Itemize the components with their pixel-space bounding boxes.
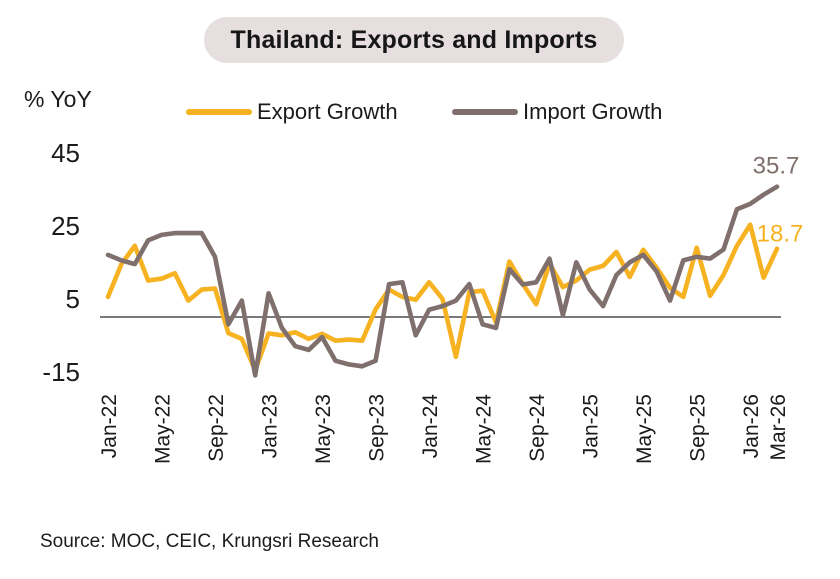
source-note: Source: MOC, CEIC, Krungsri Research xyxy=(40,531,379,552)
x-tick-label: Jan-22 xyxy=(98,394,121,458)
end-label-export: 18.7 xyxy=(757,221,804,248)
import-growth-line xyxy=(105,184,780,378)
export-growth-line xyxy=(105,222,780,373)
y-tick-label: 25 xyxy=(51,211,80,241)
import-legend-swatch xyxy=(452,109,518,115)
x-tick-label: May-22 xyxy=(152,394,175,464)
x-tick-label: May-25 xyxy=(633,394,656,464)
x-tick-label: Jan-25 xyxy=(580,394,603,458)
y-tick-label: 5 xyxy=(66,284,80,314)
x-tick-label: Sep-23 xyxy=(366,394,389,462)
x-tick-label: May-23 xyxy=(312,394,335,464)
x-tick-label: Sep-22 xyxy=(205,394,228,462)
x-tick-label: May-24 xyxy=(473,394,496,464)
x-tick-label: Jan-26 xyxy=(740,394,763,458)
y-axis-unit-label: % YoY xyxy=(24,86,92,112)
legend-item-import: Import Growth xyxy=(452,98,662,126)
import-legend-label: Import Growth xyxy=(523,99,663,124)
x-tick-label: Sep-24 xyxy=(526,394,549,462)
x-tick-label: Jan-24 xyxy=(419,394,442,459)
x-tick-label: Sep-25 xyxy=(687,394,710,462)
chart-title: Thailand: Exports and Imports xyxy=(230,25,598,54)
end-label-import: 35.7 xyxy=(753,153,800,180)
x-tick-label: Mar-26 xyxy=(767,394,790,461)
legend-item-export: Export Growth xyxy=(186,98,398,126)
chart-title-pill: Thailand: Exports and Imports xyxy=(204,17,624,63)
x-tick-label: Jan-23 xyxy=(259,394,282,458)
y-tick-label: -15 xyxy=(42,357,80,387)
export-legend-label: Export Growth xyxy=(257,99,398,124)
y-tick-label: 45 xyxy=(51,138,80,168)
export-legend-swatch xyxy=(186,109,252,115)
